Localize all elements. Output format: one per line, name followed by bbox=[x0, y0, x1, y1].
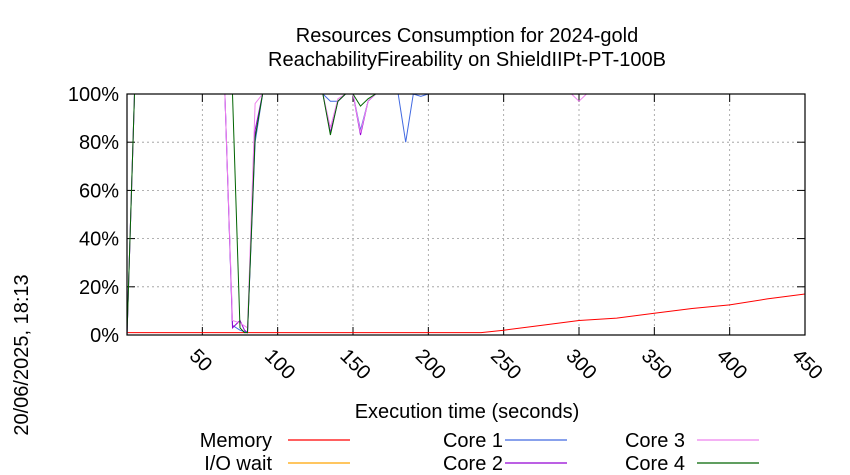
y-tick-label: 60% bbox=[79, 180, 119, 202]
legend-label: Core 3 bbox=[625, 430, 685, 452]
x-tick-label: 400 bbox=[712, 345, 751, 384]
series-line-memory bbox=[127, 293, 806, 334]
y-tick-label: 100% bbox=[68, 84, 119, 106]
legend-label: Core 2 bbox=[443, 453, 503, 475]
series-line-core-3 bbox=[126, 93, 805, 336]
y-tick-label: 80% bbox=[79, 132, 119, 154]
y-axis-ticks: 0% 20% 40% 60% 80% 100% bbox=[68, 84, 805, 347]
y-tick-label: 0% bbox=[90, 325, 119, 347]
x-tick-label: 350 bbox=[637, 345, 676, 384]
x-tick-label: 150 bbox=[335, 345, 374, 384]
data-series bbox=[126, 93, 806, 336]
grid-lines bbox=[127, 94, 805, 335]
y-tick-label: 40% bbox=[79, 229, 119, 251]
legend-label: Core 1 bbox=[443, 430, 503, 452]
x-tick-label: 200 bbox=[411, 345, 450, 384]
x-tick-label: 300 bbox=[561, 345, 600, 384]
legend-label: I/O wait bbox=[204, 453, 272, 475]
x-tick-label: 450 bbox=[787, 345, 826, 384]
side-timestamp-label: 20/06/2025, 18:13 bbox=[11, 274, 33, 435]
x-tick-label: 250 bbox=[486, 345, 525, 384]
chart-title-line2: ReachabilityFireability on ShieldIIPt-PT… bbox=[268, 49, 666, 71]
x-tick-label: 100 bbox=[260, 345, 299, 384]
x-tick-label: 50 bbox=[185, 345, 216, 376]
y-tick-label: 20% bbox=[79, 277, 119, 299]
plot-border bbox=[126, 93, 806, 336]
legend-label: Core 4 bbox=[625, 453, 685, 475]
legend-label: Memory bbox=[200, 430, 272, 452]
chart-title-line1: Resources Consumption for 2024-gold bbox=[296, 25, 638, 47]
x-axis-ticks: 50 100 150 200 250 300 350 400 450 bbox=[185, 94, 827, 384]
x-axis-label: Execution time (seconds) bbox=[355, 401, 580, 423]
